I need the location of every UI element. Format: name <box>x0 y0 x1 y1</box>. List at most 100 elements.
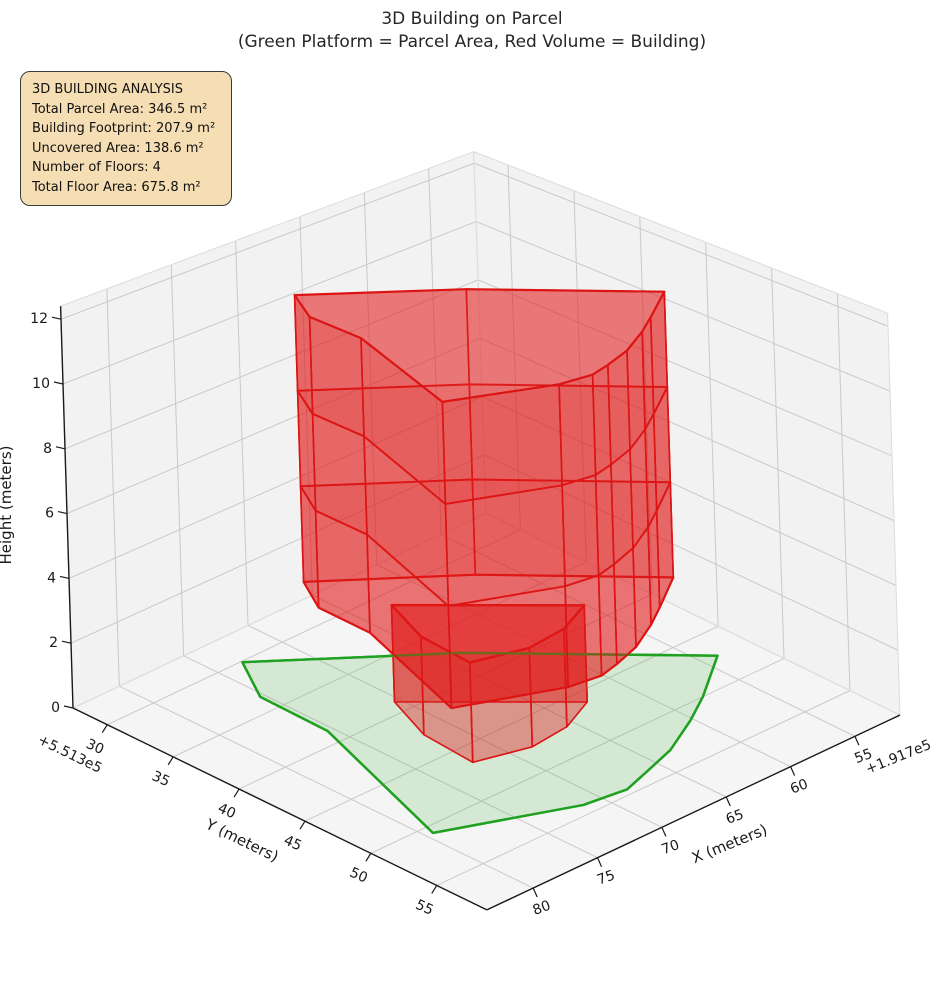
grid-line <box>183 655 598 859</box>
grid-line <box>475 221 891 392</box>
grid-line <box>299 216 313 596</box>
figure-title: 3D Building on Parcel <box>381 9 563 29</box>
building-volume <box>241 288 719 835</box>
grid-line <box>106 288 120 687</box>
tick-mark <box>233 788 240 798</box>
grid-line <box>573 190 587 563</box>
grid-line <box>479 337 895 522</box>
tick-mark <box>532 887 538 898</box>
tick-mark <box>61 640 72 644</box>
grid-line <box>370 658 785 854</box>
z-tick-label: 10 <box>32 376 50 392</box>
y-axis-label: Y (meters) <box>202 815 281 866</box>
z-tick-label: 12 <box>30 311 48 327</box>
analysis-line-footprint: Building Footprint: 207.9 m² <box>32 121 216 136</box>
grid-line <box>107 529 521 726</box>
x-tick-label: 65 <box>724 807 746 828</box>
parcel-outline-overlay <box>241 651 719 835</box>
grid-line <box>507 164 521 530</box>
grid-line <box>473 162 889 327</box>
grid-line <box>238 593 653 790</box>
grid-line <box>363 192 378 565</box>
tower-roof-face <box>293 288 666 403</box>
z-tick-label: 6 <box>45 506 54 522</box>
axis-spines <box>51 306 901 911</box>
analysis-line-header: 3D BUILDING ANALYSIS <box>32 82 184 97</box>
ground-floor-top-face <box>390 603 586 664</box>
grid-line <box>235 240 249 626</box>
x-tick-label: 55 <box>852 746 874 767</box>
grid-line <box>486 714 901 911</box>
y-tick-label: 40 <box>215 800 238 822</box>
tick-mark <box>854 736 860 746</box>
x-tick-label: 75 <box>595 867 617 888</box>
grid-line <box>70 454 485 644</box>
tick-mark <box>299 820 306 830</box>
x-tick-label: 70 <box>659 837 681 858</box>
grid-line <box>304 625 719 822</box>
tick-mark <box>101 724 108 734</box>
analysis-line-floors: Number of Floors: 4 <box>32 160 161 175</box>
grid-line <box>62 221 477 385</box>
tick-mark <box>57 511 68 515</box>
grid-line <box>705 242 719 627</box>
x-tick-label: 80 <box>531 898 553 919</box>
grid-line <box>59 306 74 709</box>
grid-line <box>428 168 442 535</box>
tick-mark <box>53 381 64 385</box>
y-tick-label: 50 <box>347 865 370 887</box>
z-tick-label: 0 <box>51 700 60 716</box>
grid-line <box>376 564 791 768</box>
grid-line <box>639 216 653 595</box>
grid-line <box>60 162 475 320</box>
tick-mark <box>431 885 438 894</box>
y-tick-label: 45 <box>281 833 304 855</box>
tick-mark <box>55 446 66 450</box>
tick-mark <box>661 827 667 837</box>
grid-line <box>836 293 851 691</box>
y-tick-label: 55 <box>413 897 436 919</box>
grid-line <box>481 396 897 586</box>
z-axis-label: Height (meters) <box>0 446 15 565</box>
grid-line <box>68 396 483 579</box>
grid-line <box>66 337 481 515</box>
x-tick-label: 60 <box>788 776 810 797</box>
tick-mark <box>365 852 372 862</box>
axis-panes <box>60 151 900 910</box>
grid-line <box>771 267 785 659</box>
grid-line <box>440 533 856 737</box>
tick-mark <box>725 796 731 807</box>
analysis-line-parcel-area: Total Parcel Area: 346.5 m² <box>32 101 208 117</box>
y-tick-label: 30 <box>83 736 106 758</box>
tick-mark <box>790 766 796 776</box>
grid-line <box>119 685 534 889</box>
analysis-box: 3D BUILDING ANALYSIS Total Parcel Area: … <box>20 71 232 206</box>
grid-line <box>477 279 893 457</box>
x-offset-label: +1.917e5 <box>863 737 933 778</box>
building-wall <box>441 383 569 709</box>
grid-line <box>72 707 488 911</box>
tick-mark <box>596 857 603 867</box>
grid-line <box>436 690 851 886</box>
tick-mark <box>59 575 70 579</box>
z-tick-label: 4 <box>47 570 56 586</box>
figure-subtitle: (Green Platform = Parcel Area, Red Volum… <box>237 32 707 52</box>
z-tick-label: 8 <box>43 441 52 457</box>
right-wall-pane <box>473 151 900 716</box>
tick-mark <box>167 756 174 766</box>
grid-line <box>170 264 185 656</box>
grid-line <box>64 279 479 450</box>
analysis-line-uncovered: Uncovered Area: 138.6 m² <box>32 140 204 156</box>
pane-edge <box>473 151 901 716</box>
floor-pane <box>73 513 900 910</box>
y-tick-label: 35 <box>149 768 172 790</box>
title-block: 3D Building on Parcel (Green Platform = … <box>0 8 944 54</box>
tick-mark <box>51 316 62 320</box>
building-wall <box>308 316 371 634</box>
left-wall-pane <box>60 151 487 709</box>
tick-mark <box>63 705 74 709</box>
z-tick-label: 2 <box>49 635 58 651</box>
analysis-line-floor-area: Total Floor Area: 675.8 m² <box>32 179 201 195</box>
